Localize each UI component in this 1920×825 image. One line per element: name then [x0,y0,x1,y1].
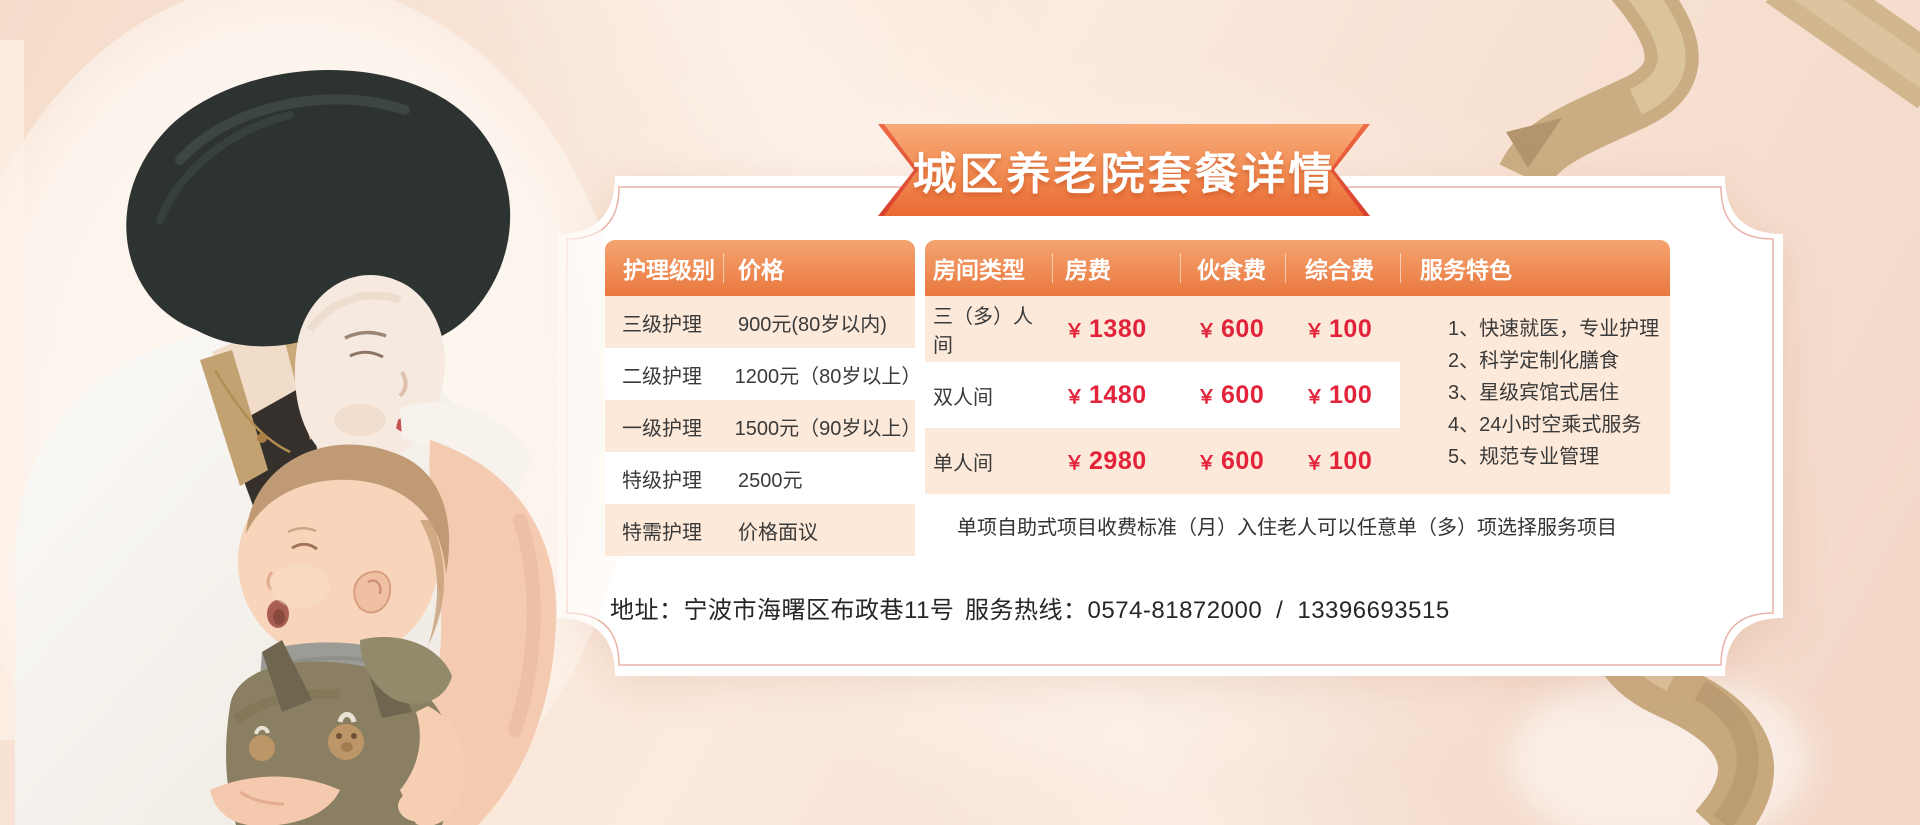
pricing-note: 单项自助式项目收费标准（月）入住老人可以任意单（多）项选择服务项目 [925,494,1670,556]
table-row: 三级护理 900元(80岁以内) [605,296,915,348]
phone-separator: / [1276,597,1284,624]
care-level: 特需护理 [622,521,702,544]
room-header-room-fee: 房费 [1052,240,1180,296]
gold-ribbon-corner [1765,0,1920,109]
room-table-header: 房间类型 房费 伙食费 综合费 服务特色 [925,240,1670,296]
currency-symbol: ￥ [1065,320,1085,342]
currency-symbol: ￥ [1065,452,1085,474]
care-level: 一级护理 [622,417,702,440]
currency-symbol: ￥ [1305,320,1325,342]
currency-symbol: ￥ [1197,386,1217,408]
room-header-type: 房间类型 [933,257,1025,283]
table-row: 单人间 ￥ 2980 ￥ 600 ￥ 100 [925,428,1400,494]
room-rows: 三（多）人间 ￥ 1380 ￥ 600 ￥ 100 双人间 ￥ 1480 ￥ 600 ￥ 1… [925,296,1400,494]
misc-fee: 100 [1329,380,1373,409]
hotline-text: 服务热线：0574-81872000 / 13396693515 [965,590,1450,625]
room-header-misc-fee: 综合费 [1285,240,1400,296]
table-row: 双人间 ￥ 1480 ￥ 600 ￥ 100 [925,362,1400,428]
room-fee: 1380 [1089,314,1147,343]
room-type: 单人间 [933,452,993,475]
feature-item: 4、24小时空乘式服务 [1448,414,1642,436]
misc-fee: 100 [1329,446,1373,475]
poster-title: 城区养老院套餐详情 [912,150,1336,199]
room-type: 双人间 [933,386,993,409]
feature-item: 2、科学定制化膳食 [1448,350,1620,372]
table-row: 特需护理 价格面议 [605,504,915,556]
table-row: 三（多）人间 ￥ 1380 ￥ 600 ￥ 100 [925,296,1400,362]
room-table-body: 三（多）人间 ￥ 1380 ￥ 600 ￥ 100 双人间 ￥ 1480 ￥ 600 ￥ 1… [925,296,1670,494]
feature-item: 3、星级宾馆式居住 [1448,382,1620,404]
meal-fee: 600 [1221,380,1265,409]
care-header-level: 护理级别 [623,257,715,283]
table-row: 二级护理 1200元（80岁以上） [605,348,922,400]
hotline-label: 服务热线： [965,597,1088,624]
care-price: 价格面议 [738,521,818,544]
care-header-price: 价格 [723,240,915,296]
care-level: 二级护理 [622,365,702,388]
care-price: 1500元（90岁以上） [734,417,922,440]
room-type: 三（多）人间 [933,306,1033,357]
currency-symbol: ￥ [1065,386,1085,408]
care-table-header: 护理级别 价格 [605,240,915,296]
currency-symbol: ￥ [1305,452,1325,474]
care-level: 三级护理 [622,313,702,336]
currency-symbol: ￥ [1197,452,1217,474]
meal-fee: 600 [1221,446,1265,475]
care-price: 900元(80岁以内) [738,313,887,336]
phone-number-2: 13396693515 [1297,597,1450,624]
care-level-table: 护理级别 价格 三级护理 900元(80岁以内) 二级护理 1200元（80岁以… [605,240,922,556]
feature-item: 1、快速就医，专业护理 [1448,318,1660,340]
room-header-features: 服务特色 [1400,240,1670,296]
gold-ribbon-top [1499,0,1699,189]
address-text: 地址：宁波市海曙区布政巷11号 [610,597,955,624]
care-level: 特级护理 [622,469,702,492]
room-header-meal-fee: 伙食费 [1180,240,1285,296]
room-fee: 1480 [1089,380,1147,409]
table-row: 特级护理 2500元 [605,452,915,504]
service-features-cell: 1、快速就医，专业护理 2、科学定制化膳食 3、星级宾馆式居住 4、24小时空乘… [1400,296,1670,494]
ribbon-orange-face [884,124,1364,216]
room-fee: 2980 [1089,446,1147,475]
care-price: 2500元 [738,469,803,492]
room-price-table: 房间类型 房费 伙食费 综合费 服务特色 三（多）人间 ￥ 1380 ￥ 600 ￥… [925,240,1670,556]
phone-number-1: 0574-81872000 [1087,597,1263,624]
misc-fee: 100 [1329,314,1373,343]
title-ribbon-banner: 城区养老院套餐详情 [878,124,1370,216]
table-row: 一级护理 1500元（90岁以上） [605,400,922,452]
care-price: 1200元（80岁以上） [734,365,922,388]
baby-figure [210,444,465,825]
meal-fee: 600 [1221,314,1265,343]
feature-item: 5、规范专业管理 [1448,446,1600,468]
currency-symbol: ￥ [1197,320,1217,342]
photo-caregiver-baby [0,0,620,825]
currency-symbol: ￥ [1305,386,1325,408]
